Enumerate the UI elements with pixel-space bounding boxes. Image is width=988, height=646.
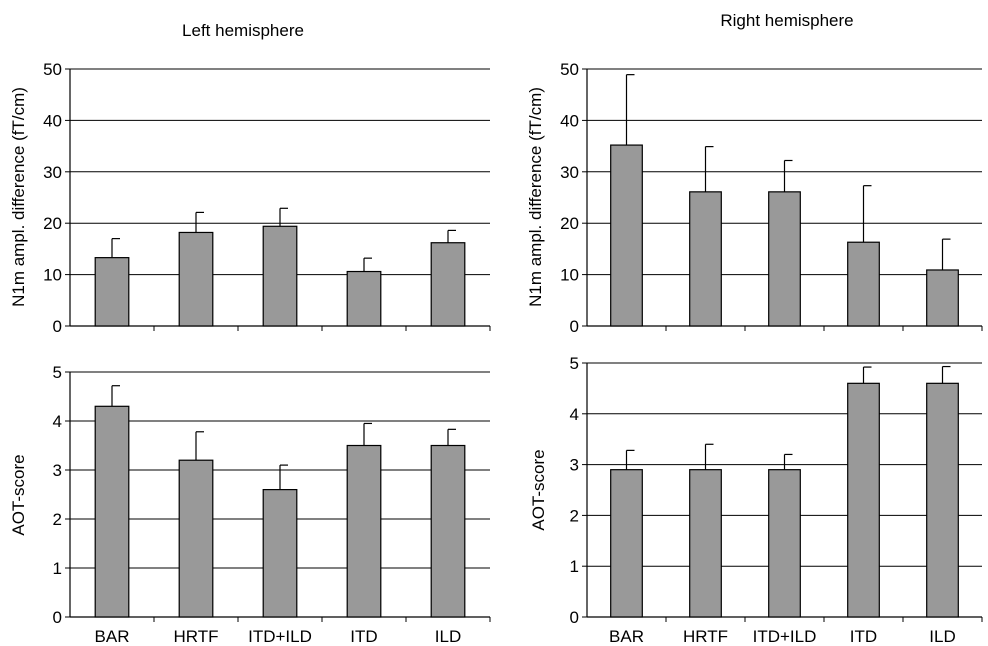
y-tick-label: 4: [570, 405, 579, 424]
bar: [346, 444, 382, 618]
y-tick-label: 30: [43, 163, 62, 182]
y-tick-label: 3: [570, 456, 579, 475]
panel-title: Right hemisphere: [720, 11, 853, 30]
y-tick-label: 30: [560, 163, 579, 182]
bar: [689, 191, 722, 327]
y-tick-label: 40: [43, 111, 62, 130]
bar: [430, 242, 466, 327]
bar: [689, 469, 722, 618]
panel-title: Left hemisphere: [182, 21, 304, 40]
y-tick-label: 0: [53, 608, 62, 627]
bar: [94, 257, 130, 327]
bar: [768, 191, 801, 327]
x-tick-label: ITD: [350, 627, 377, 646]
bar: [262, 225, 298, 327]
bar: [262, 489, 298, 618]
bar: [768, 469, 801, 618]
x-tick-label: ILD: [929, 627, 955, 646]
y-axis-label: N1m ampl. difference (fT/cm): [526, 87, 545, 307]
x-tick-label: HRTF: [173, 627, 218, 646]
y-tick-label: 0: [53, 317, 62, 336]
y-tick-label: 3: [53, 461, 62, 480]
y-tick-label: 2: [570, 506, 579, 525]
bar: [926, 382, 959, 618]
bar: [926, 269, 959, 327]
y-tick-label: 20: [43, 214, 62, 233]
x-tick-label: ILD: [435, 627, 461, 646]
x-tick-label: ITD+ILD: [248, 627, 312, 646]
y-tick-label: 2: [53, 510, 62, 529]
y-tick-label: 4: [53, 412, 62, 431]
bar: [610, 144, 643, 327]
bar: [430, 444, 466, 618]
y-tick-label: 40: [560, 111, 579, 130]
y-tick-label: 0: [570, 608, 579, 627]
y-axis-label: AOT-score: [9, 454, 28, 535]
y-tick-label: 0: [570, 317, 579, 336]
y-tick-label: 5: [53, 363, 62, 382]
bar: [94, 405, 130, 618]
x-tick-label: BAR: [609, 627, 644, 646]
x-tick-label: ITD: [850, 627, 877, 646]
bar: [346, 270, 382, 327]
y-axis-label: N1m ampl. difference (fT/cm): [9, 87, 28, 307]
y-tick-label: 10: [43, 266, 62, 285]
y-tick-label: 20: [560, 214, 579, 233]
x-tick-label: ITD+ILD: [753, 627, 817, 646]
bar: [178, 459, 214, 618]
bar: [610, 469, 643, 618]
y-tick-label: 50: [560, 60, 579, 79]
bar: [847, 382, 880, 618]
x-tick-label: HRTF: [683, 627, 728, 646]
x-tick-label: BAR: [95, 627, 130, 646]
y-tick-label: 5: [570, 354, 579, 373]
y-tick-label: 1: [570, 557, 579, 576]
y-tick-label: 50: [43, 60, 62, 79]
bar: [178, 231, 214, 327]
bar: [847, 241, 880, 327]
y-tick-label: 10: [560, 266, 579, 285]
y-tick-label: 1: [53, 559, 62, 578]
y-axis-label: AOT-score: [529, 449, 548, 530]
